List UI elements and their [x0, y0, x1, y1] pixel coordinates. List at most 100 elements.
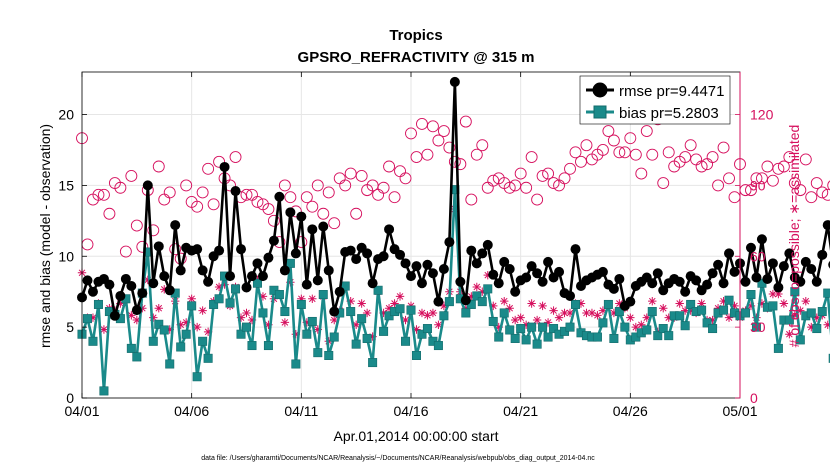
rmse-point — [351, 254, 362, 265]
x-axis-label: Apr.01,2014 00:00:00 start — [333, 428, 498, 444]
bias-point — [247, 341, 257, 351]
assimilated-point — [686, 306, 695, 315]
bias-point — [570, 299, 580, 309]
bias-point — [499, 308, 509, 318]
possible-point — [679, 151, 692, 163]
bias-point — [236, 329, 246, 339]
assimilated-point — [626, 313, 635, 322]
bias-point — [252, 278, 262, 288]
rmse-point — [82, 275, 93, 286]
assimilated-point — [637, 320, 646, 329]
bias-point — [817, 307, 827, 317]
bias-point — [592, 332, 602, 342]
possible-point — [750, 172, 763, 185]
bias-point — [823, 288, 830, 298]
assimilated-point — [543, 318, 553, 327]
rmse-point — [274, 191, 285, 202]
rmse-point — [290, 248, 301, 259]
chart-subtitle: GPSRO_REFRACTIVITY @ 315 m — [298, 49, 535, 66]
legend-rmse-marker — [592, 82, 608, 98]
bias-point — [510, 333, 520, 343]
rmse-point — [806, 264, 817, 275]
bias-point — [351, 339, 361, 349]
rmse-point — [400, 258, 411, 269]
rmse-point — [285, 207, 296, 218]
assimilated-point — [785, 330, 794, 339]
y-right-tick-label: 120 — [750, 107, 774, 123]
bias-point — [609, 333, 619, 343]
possible-point — [542, 167, 555, 180]
x-tick-label: 04/26 — [613, 403, 648, 419]
rmse-point — [526, 261, 537, 272]
assimilated-point — [346, 296, 355, 306]
y-right-tick-label: 30 — [750, 319, 766, 335]
possible-point — [766, 174, 779, 187]
assimilated-point — [664, 313, 673, 322]
bias-point — [176, 342, 186, 352]
bias-point — [477, 297, 487, 307]
possible-point — [163, 186, 176, 199]
rmse-point — [301, 279, 312, 290]
possible-point — [777, 160, 790, 173]
possible-point — [196, 186, 209, 199]
possible-point — [114, 181, 127, 194]
rmse-point — [257, 271, 268, 282]
assimilated-point — [384, 304, 394, 313]
assimilated-point — [203, 327, 213, 337]
legend-bias-label: bias pr=5.2803 — [619, 105, 719, 122]
bias-point — [647, 307, 657, 317]
bias-point — [406, 305, 416, 315]
bias-point — [740, 308, 750, 318]
bias-point — [313, 348, 323, 358]
possible-point — [317, 207, 330, 220]
bias-point — [790, 287, 800, 297]
rmse-point — [312, 275, 323, 286]
possible-point — [646, 148, 659, 161]
assimilated-point — [357, 299, 366, 308]
rmse-point — [263, 252, 274, 263]
rmse-point — [756, 234, 767, 245]
possible-point — [509, 179, 522, 192]
x-tick-label: 05/01 — [722, 403, 757, 419]
possible-point — [624, 132, 637, 145]
assimilated-point — [532, 315, 542, 325]
rmse-point — [416, 278, 427, 289]
rmse-point — [406, 271, 416, 282]
rmse-point — [126, 281, 137, 292]
possible-point — [448, 155, 461, 168]
assimilated-point — [236, 313, 246, 322]
possible-point — [311, 179, 324, 192]
bias-point — [527, 322, 537, 332]
bias-point — [433, 341, 443, 351]
bias-point — [697, 305, 707, 315]
bias-point — [214, 294, 224, 304]
rmse-point — [652, 268, 663, 279]
rmse-point — [449, 76, 460, 87]
bias-point — [768, 301, 778, 311]
rmse-point — [745, 242, 756, 253]
assimilated-point — [461, 304, 471, 313]
rmse-point — [504, 264, 515, 275]
possible-point — [240, 188, 253, 201]
possible-point — [388, 191, 401, 204]
bias-point — [401, 336, 411, 346]
bias-point — [724, 295, 734, 305]
bias-point — [746, 290, 756, 300]
possible-point — [514, 167, 527, 180]
possible-point — [629, 148, 642, 161]
assimilated-point — [565, 308, 575, 318]
bias-point — [318, 290, 328, 300]
assimilated-point — [280, 318, 290, 327]
assimilated-point — [680, 306, 690, 315]
rmse-point — [822, 220, 830, 231]
rmse-point — [131, 305, 142, 316]
assimilated-point — [390, 299, 399, 308]
rmse-point — [488, 269, 499, 280]
bias-point — [346, 307, 356, 317]
rmse-point — [543, 256, 554, 267]
bias-point — [181, 329, 191, 339]
assimilated-point — [609, 308, 619, 318]
series-rmse — [77, 76, 830, 321]
rmse-point — [241, 282, 252, 293]
possible-point — [421, 148, 434, 161]
